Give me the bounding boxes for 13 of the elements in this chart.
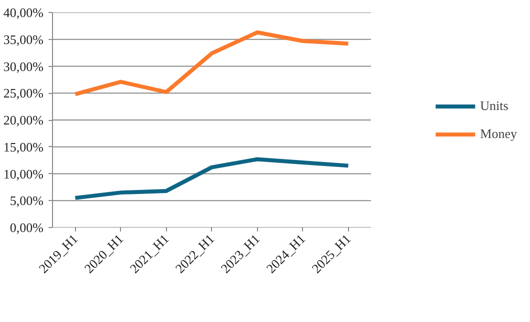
line-series (73, 157, 350, 200)
legend-label: Units (480, 98, 508, 114)
legend-label: Money (480, 126, 517, 142)
y-tick-label: 25,00% (3, 86, 44, 101)
y-tick-label: 0,00% (10, 220, 44, 235)
y-tick-label: 30,00% (3, 58, 44, 74)
y-tick-label: 35,00% (3, 32, 44, 47)
line-series (73, 30, 350, 96)
y-tick-label: 15,00% (3, 139, 44, 154)
y-tick-label: 10,00% (3, 166, 44, 182)
y-tick-label: 20,00% (3, 112, 44, 128)
y-tick-label: 40,00% (3, 5, 44, 20)
y-tick-label: 5,00% (10, 193, 44, 208)
